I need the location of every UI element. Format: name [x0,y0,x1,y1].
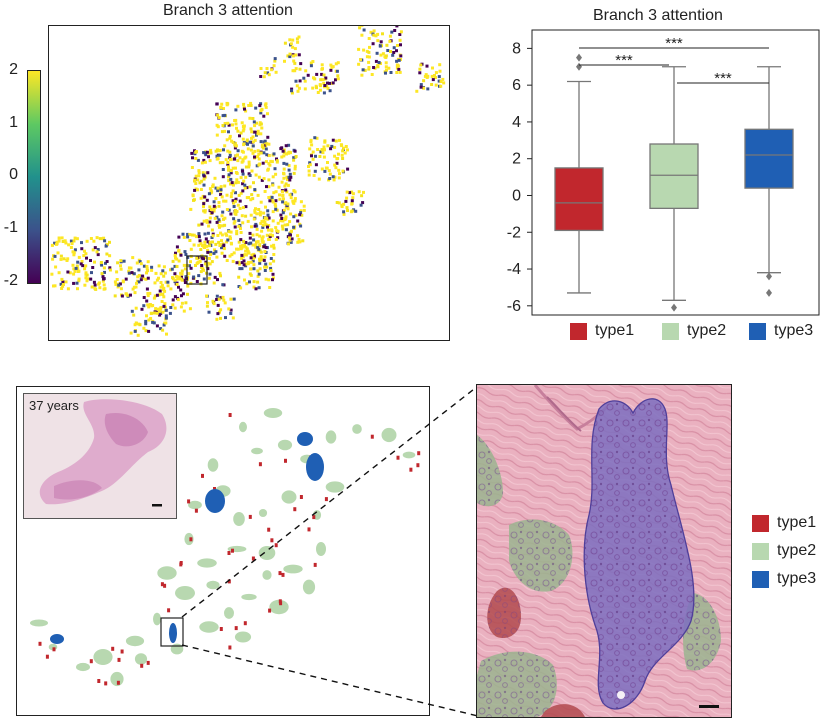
outlier-point [576,62,582,71]
y-tick-label: -6 [507,298,521,315]
panel-b-title: Branch 3 attention [593,7,723,24]
legend-swatch [752,570,769,588]
legend-swatch [749,322,766,340]
panel-a-title: Branch 3 attention [163,2,293,19]
segmentation-map-frame: 37 years [16,386,430,716]
box-type1 [554,53,604,294]
y-tick-label: 2 [512,151,521,168]
colorbar [27,70,41,284]
y-tick-label: 0 [512,187,521,204]
legend-label: type1 [595,322,635,339]
histology-zoom-frame [476,384,732,718]
y-tick-label: -4 [507,261,521,278]
boxplot: -6 -4 -2 0 2 4 6 8 *** *** *** [507,29,820,316]
zoom-box [186,255,208,285]
scale-bar [699,705,719,708]
legend-swatch [752,514,769,532]
colorbar-tick: 1 [9,114,18,131]
sig-label: *** [714,70,732,87]
boxplot-frame [531,29,820,316]
histology-image [477,385,731,717]
colorbar-tick: 0 [9,166,18,183]
sig-label: *** [615,52,633,69]
legend-swatch [662,322,679,340]
wsi-thumbnail: 37 years [23,393,177,519]
boxplot-legend-type1: type1 [570,322,634,340]
legend-swatch [752,542,769,560]
boxplot-legend-type2: type2 [662,322,726,340]
colorbar-tick: -1 [3,219,18,236]
y-tick-label: 4 [512,114,521,131]
seg-legend-type2: type2 [752,542,816,560]
legend-label: type3 [777,570,817,587]
outlier-point [671,303,677,312]
y-tick-label: 8 [512,40,521,57]
legend-label: type2 [777,542,817,559]
attention-map-frame [48,25,450,341]
legend-swatch [570,322,587,340]
box-body [554,167,604,232]
attention-map [50,26,446,337]
colorbar-tick: 2 [9,61,18,78]
box-body [649,143,699,210]
colorbar-tick: -2 [3,272,18,289]
box-body [744,128,794,189]
box-type2 [649,66,699,312]
seg-legend-type3: type3 [752,570,816,588]
tissue-thumbnail-image [39,399,167,507]
age-label: 37 years [29,398,79,413]
outlier-point [766,288,772,297]
y-tick-label: 6 [512,77,521,94]
zoom-box [160,617,184,647]
sig-label: *** [665,35,683,52]
box-type3 [744,66,794,297]
y-tick-label: -2 [507,224,521,241]
seg-legend-type1: type1 [752,514,816,532]
legend-label: type1 [777,514,817,531]
legend-label: type2 [687,322,727,339]
outlier-point [766,272,772,281]
legend-label: type3 [774,322,814,339]
boxplot-legend-type3: type3 [749,322,813,340]
outlier-point [576,53,582,62]
